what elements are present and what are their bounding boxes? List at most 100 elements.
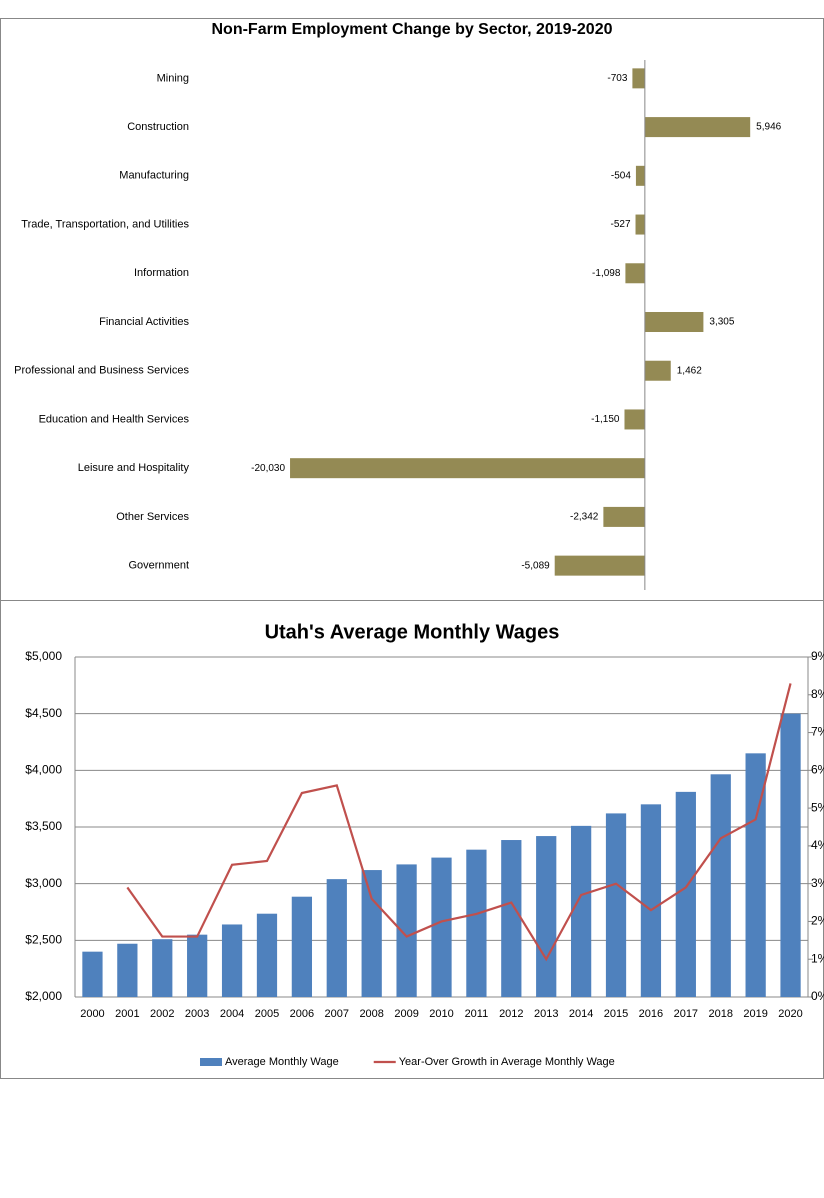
bar	[291, 896, 313, 997]
value-label: -504	[611, 170, 631, 181]
chart-title: Utah's Average Monthly Wages	[265, 621, 560, 643]
x-tick-label: 2016	[639, 1008, 663, 1020]
value-label: 3,305	[709, 317, 734, 328]
category-label: Manufacturing	[119, 170, 189, 182]
bar	[554, 555, 645, 576]
y2-tick-label: 9%	[811, 649, 824, 663]
x-tick-label: 2004	[220, 1008, 244, 1020]
value-label: -703	[607, 73, 627, 84]
bar	[625, 263, 645, 284]
bar	[466, 849, 487, 997]
x-tick-label: 2001	[115, 1008, 139, 1020]
legend-swatch	[200, 1058, 222, 1066]
bar	[82, 951, 103, 997]
y-tick-label: $5,000	[25, 649, 62, 663]
x-tick-label: 2020	[778, 1008, 802, 1020]
value-label: -20,030	[251, 463, 285, 474]
bar	[570, 825, 592, 997]
bar	[431, 857, 452, 997]
x-tick-label: 2015	[604, 1008, 628, 1020]
x-tick-label: 2011	[465, 1008, 489, 1020]
y-tick-label: $4,000	[25, 763, 62, 777]
y2-tick-label: 4%	[811, 838, 824, 852]
x-tick-label: 2008	[359, 1008, 383, 1020]
category-label: Other Services	[116, 511, 189, 523]
chart-title: Non-Farm Employment Change by Sector, 20…	[211, 21, 612, 38]
bar	[644, 117, 751, 138]
category-label: Professional and Business Services	[14, 365, 189, 377]
category-label: Government	[128, 560, 189, 572]
bar	[361, 870, 382, 997]
bar	[635, 214, 645, 235]
y-tick-label: $2,500	[25, 933, 62, 947]
bar	[605, 813, 627, 997]
bar	[632, 68, 645, 89]
bar	[501, 840, 522, 997]
legend-label: Average Monthly Wage	[225, 1056, 339, 1068]
x-tick-label: 2017	[674, 1008, 698, 1020]
category-label: Financial Activities	[99, 316, 189, 328]
y2-tick-label: 6%	[811, 763, 824, 777]
value-label: 5,946	[756, 122, 781, 133]
x-tick-label: 2014	[569, 1008, 593, 1020]
line	[126, 683, 792, 962]
value-label: -1,150	[591, 414, 620, 425]
bar	[256, 913, 278, 997]
bar	[326, 879, 347, 997]
y2-tick-label: 3%	[811, 876, 824, 890]
bar	[187, 934, 208, 997]
value-label: -527	[611, 219, 631, 230]
bar	[675, 791, 696, 997]
bar	[396, 864, 417, 997]
category-label: Education and Health Services	[39, 413, 190, 425]
x-tick-label: 2013	[534, 1008, 558, 1020]
y2-tick-label: 5%	[811, 800, 824, 814]
x-tick-label: 2012	[499, 1008, 523, 1020]
bar	[644, 360, 671, 381]
value-label: -2,342	[570, 512, 599, 523]
bar	[780, 713, 801, 997]
bar	[710, 774, 731, 997]
bar	[603, 506, 645, 527]
category-label: Construction	[127, 121, 189, 133]
y2-tick-label: 0%	[811, 989, 824, 1003]
y2-tick-label: 2%	[811, 914, 824, 928]
x-tick-label: 2002	[150, 1008, 174, 1020]
bar	[624, 409, 645, 430]
bar	[745, 753, 766, 997]
y-tick-label: $4,500	[25, 706, 62, 720]
chart-frame	[0, 600, 824, 1079]
x-tick-label: 2010	[429, 1008, 453, 1020]
y-tick-label: $2,000	[25, 989, 62, 1003]
category-label: Information	[134, 267, 189, 279]
bar	[152, 939, 173, 997]
x-tick-label: 2007	[325, 1008, 349, 1020]
x-tick-label: 2006	[290, 1008, 314, 1020]
bar	[221, 924, 243, 997]
x-tick-label: 2003	[185, 1008, 209, 1020]
value-label: -1,098	[592, 268, 621, 279]
y2-tick-label: 7%	[811, 725, 824, 739]
category-label: Leisure and Hospitality	[78, 462, 190, 474]
x-tick-label: 2000	[80, 1008, 104, 1020]
bar	[644, 312, 704, 332]
bar	[117, 943, 138, 997]
legend-label: Year-Over Growth in Average Monthly Wage	[399, 1056, 615, 1068]
y2-tick-label: 8%	[811, 687, 824, 701]
category-label: Mining	[157, 72, 189, 84]
x-tick-label: 2009	[394, 1008, 418, 1020]
x-tick-label: 2019	[743, 1008, 767, 1020]
value-label: -5,089	[521, 560, 550, 571]
bar	[290, 458, 645, 479]
x-tick-label: 2005	[255, 1008, 279, 1020]
bar	[635, 165, 645, 186]
y-tick-label: $3,500	[25, 819, 62, 833]
category-label: Trade, Transportation, and Utilities	[21, 218, 189, 230]
value-label: 1,462	[677, 365, 702, 376]
bar	[536, 836, 557, 997]
y-tick-label: $3,000	[25, 876, 62, 890]
bar	[640, 804, 662, 997]
y2-tick-label: 1%	[811, 951, 824, 965]
